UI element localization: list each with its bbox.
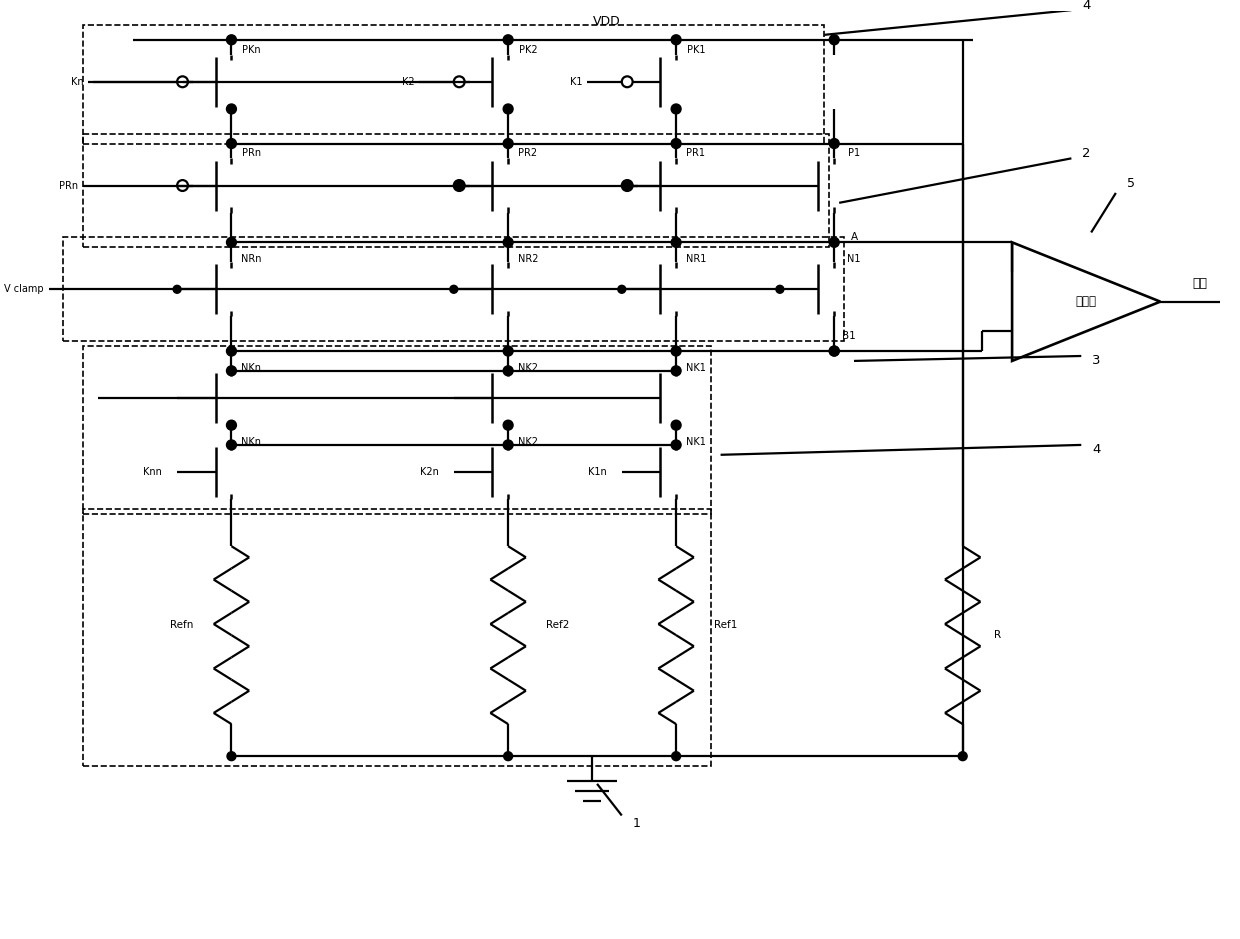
Text: R: R xyxy=(993,630,1001,640)
Bar xyxy=(83,25,825,144)
Text: PKn: PKn xyxy=(242,45,260,54)
Circle shape xyxy=(503,139,513,148)
Circle shape xyxy=(503,104,513,114)
Circle shape xyxy=(671,346,681,356)
Text: B1: B1 xyxy=(842,331,856,341)
Circle shape xyxy=(671,440,681,450)
Text: K1n: K1n xyxy=(588,467,606,477)
Circle shape xyxy=(227,104,237,114)
Circle shape xyxy=(503,346,513,356)
Text: PRn: PRn xyxy=(242,148,260,159)
Text: VDD: VDD xyxy=(593,15,621,28)
Text: K1: K1 xyxy=(569,77,583,86)
Circle shape xyxy=(503,752,512,761)
Circle shape xyxy=(227,346,237,356)
Circle shape xyxy=(227,35,237,45)
Text: 4: 4 xyxy=(1092,443,1100,456)
Text: A: A xyxy=(851,233,858,242)
Circle shape xyxy=(830,346,839,356)
Circle shape xyxy=(618,285,626,293)
Circle shape xyxy=(174,285,181,293)
Text: NK2: NK2 xyxy=(518,437,538,447)
Circle shape xyxy=(671,421,681,430)
Bar xyxy=(83,346,711,514)
Circle shape xyxy=(227,421,237,430)
Text: Ref2: Ref2 xyxy=(546,621,569,630)
Circle shape xyxy=(450,285,458,293)
Text: K2: K2 xyxy=(402,77,414,86)
Text: NRn: NRn xyxy=(241,254,262,264)
Circle shape xyxy=(503,238,513,247)
Bar xyxy=(63,238,844,341)
Circle shape xyxy=(830,35,839,45)
Text: 2: 2 xyxy=(1083,146,1090,160)
Text: Knn: Knn xyxy=(144,467,162,477)
Circle shape xyxy=(503,366,513,376)
Text: NK1: NK1 xyxy=(686,437,706,447)
Circle shape xyxy=(671,238,681,247)
Circle shape xyxy=(227,366,237,376)
Circle shape xyxy=(227,440,237,450)
Text: NKn: NKn xyxy=(242,362,262,373)
Text: 4: 4 xyxy=(1083,0,1090,11)
Text: NKn: NKn xyxy=(242,437,262,447)
Circle shape xyxy=(671,104,681,114)
Circle shape xyxy=(776,285,784,293)
Bar xyxy=(83,133,830,247)
Circle shape xyxy=(622,181,631,190)
Text: 5: 5 xyxy=(1127,177,1135,190)
Circle shape xyxy=(227,139,237,148)
Circle shape xyxy=(671,139,681,148)
Text: N1: N1 xyxy=(847,254,861,264)
Text: 输出: 输出 xyxy=(1193,277,1208,290)
Text: NK2: NK2 xyxy=(518,362,538,373)
Text: NR1: NR1 xyxy=(686,254,706,264)
Text: Ref1: Ref1 xyxy=(714,621,738,630)
Text: PK2: PK2 xyxy=(518,45,537,54)
Text: Kn: Kn xyxy=(71,77,83,86)
Text: 比较器: 比较器 xyxy=(1076,295,1096,308)
Circle shape xyxy=(227,752,236,761)
Circle shape xyxy=(227,238,237,247)
Text: K2n: K2n xyxy=(420,467,439,477)
Circle shape xyxy=(830,139,839,148)
Text: Refn: Refn xyxy=(170,621,193,630)
Circle shape xyxy=(672,752,681,761)
Text: PR2: PR2 xyxy=(518,148,537,159)
Text: NK1: NK1 xyxy=(686,362,706,373)
Circle shape xyxy=(671,35,681,45)
Circle shape xyxy=(830,238,839,247)
Text: 1: 1 xyxy=(632,817,641,830)
Circle shape xyxy=(671,366,681,376)
Text: 3: 3 xyxy=(1092,354,1100,367)
Text: NR2: NR2 xyxy=(517,254,538,264)
Circle shape xyxy=(503,421,513,430)
Text: PRn: PRn xyxy=(60,180,78,191)
Circle shape xyxy=(503,35,513,45)
Circle shape xyxy=(830,346,839,356)
Circle shape xyxy=(455,181,464,190)
Text: V clamp: V clamp xyxy=(4,285,43,294)
Text: PK1: PK1 xyxy=(687,45,706,54)
Circle shape xyxy=(503,440,513,450)
Text: PR1: PR1 xyxy=(687,148,706,159)
Bar xyxy=(83,509,711,766)
Circle shape xyxy=(959,752,967,761)
Text: P1: P1 xyxy=(848,148,861,159)
